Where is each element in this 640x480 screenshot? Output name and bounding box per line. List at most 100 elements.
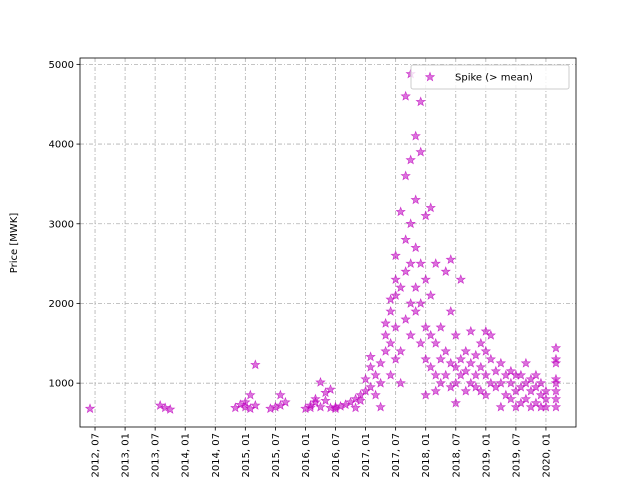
x-tick-label: 2012, 07 <box>91 433 102 478</box>
data-point-star <box>440 369 451 380</box>
data-point-star <box>400 170 411 181</box>
data-point-star <box>405 329 416 340</box>
data-point-star <box>470 381 481 392</box>
y-tick-label: 5000 <box>49 60 74 71</box>
data-point-star <box>425 202 436 213</box>
data-point-star <box>550 377 562 388</box>
data-point-star <box>425 329 436 340</box>
data-point-star <box>535 377 547 388</box>
data-point-star <box>495 401 507 412</box>
data-point-star <box>415 146 426 157</box>
x-tick-label: 2014, 07 <box>211 433 222 478</box>
plot-area-frame <box>79 57 577 428</box>
x-tick-label: 2013, 01 <box>121 433 132 478</box>
data-point-star <box>310 393 321 404</box>
data-point-star <box>385 305 396 316</box>
data-point-star <box>400 234 411 245</box>
data-point-star <box>410 305 421 316</box>
data-point-star <box>365 381 376 392</box>
data-point-star <box>465 357 476 368</box>
data-point-star <box>250 400 261 410</box>
data-point-star <box>390 353 401 364</box>
x-tick-label: 2015, 07 <box>271 433 282 478</box>
data-point-star <box>385 369 396 380</box>
x-tick-label: 2019, 01 <box>481 433 492 478</box>
data-point-star <box>420 274 431 284</box>
x-tick-label: 2015, 01 <box>241 433 252 478</box>
data-point-star <box>530 369 542 380</box>
legend-box <box>410 64 570 90</box>
data-point-star <box>375 401 386 412</box>
data-point-star <box>380 317 391 328</box>
y-tick-label: 2000 <box>49 299 74 310</box>
x-tick-label: 2016, 01 <box>301 433 312 478</box>
y-tick-label: 1000 <box>49 379 74 390</box>
data-point-star <box>550 393 562 404</box>
data-point-star <box>405 298 416 308</box>
data-point-star <box>540 401 552 412</box>
x-tick-label: 2013, 07 <box>151 433 162 478</box>
data-point-star <box>540 393 552 404</box>
data-point-star <box>430 369 441 380</box>
data-point-star <box>385 337 396 348</box>
data-point-star <box>415 298 426 308</box>
data-point-star <box>395 345 406 356</box>
data-point-star <box>540 385 552 396</box>
data-point-star <box>435 377 446 388</box>
data-point-star <box>390 321 401 332</box>
x-tick-label: 2018, 07 <box>451 433 462 478</box>
data-point-star <box>550 342 562 353</box>
data-point-star <box>415 337 426 348</box>
data-point-star <box>375 357 386 368</box>
x-tick-label: 2016, 07 <box>331 433 342 478</box>
data-point-star <box>495 377 507 388</box>
data-point-star <box>480 369 492 380</box>
data-point-star <box>480 389 492 400</box>
data-point-star <box>405 258 416 269</box>
data-point-star <box>520 357 532 368</box>
data-point-star <box>380 345 391 356</box>
legend-label: Spike (> mean) <box>455 73 533 84</box>
data-point-star <box>495 357 507 368</box>
data-point-star <box>240 401 251 412</box>
data-point-star <box>405 154 416 165</box>
grid <box>80 58 576 427</box>
data-point-star <box>405 218 416 229</box>
data-point-star <box>84 403 96 414</box>
data-point-star <box>410 130 421 141</box>
data-point-star <box>395 377 406 388</box>
data-point-star <box>440 266 451 277</box>
data-point-star <box>245 389 256 400</box>
data-point-star <box>445 357 456 368</box>
data-point-star <box>550 353 562 364</box>
data-point-star <box>470 349 481 360</box>
data-point-star <box>515 369 527 380</box>
data-point-star <box>505 365 517 376</box>
data-point-star <box>485 377 497 388</box>
data-point-star <box>325 384 336 394</box>
x-tick-label: 2019, 07 <box>511 433 522 478</box>
data-point-star <box>480 325 492 336</box>
data-point-star <box>350 402 361 413</box>
data-point-star <box>470 369 481 380</box>
data-point-star <box>450 329 461 340</box>
data-point-star <box>420 321 431 332</box>
data-point-star <box>475 337 486 348</box>
data-point-star <box>280 396 291 407</box>
data-point-star <box>154 400 166 410</box>
data-point-star <box>315 376 326 387</box>
y-axis-label: Price [MWK] <box>9 213 20 274</box>
data-point-star <box>164 404 176 414</box>
data-point-star <box>460 365 471 376</box>
legend: Spike (> mean) <box>410 64 570 90</box>
data-point-star <box>550 357 562 368</box>
data-point-star <box>430 258 441 269</box>
data-point-star <box>400 266 411 277</box>
data-point-star <box>420 353 431 364</box>
data-point-star <box>550 385 562 396</box>
data-point-star <box>310 396 321 407</box>
x-tick-label: 2018, 01 <box>421 433 432 478</box>
data-point-star <box>460 385 471 396</box>
